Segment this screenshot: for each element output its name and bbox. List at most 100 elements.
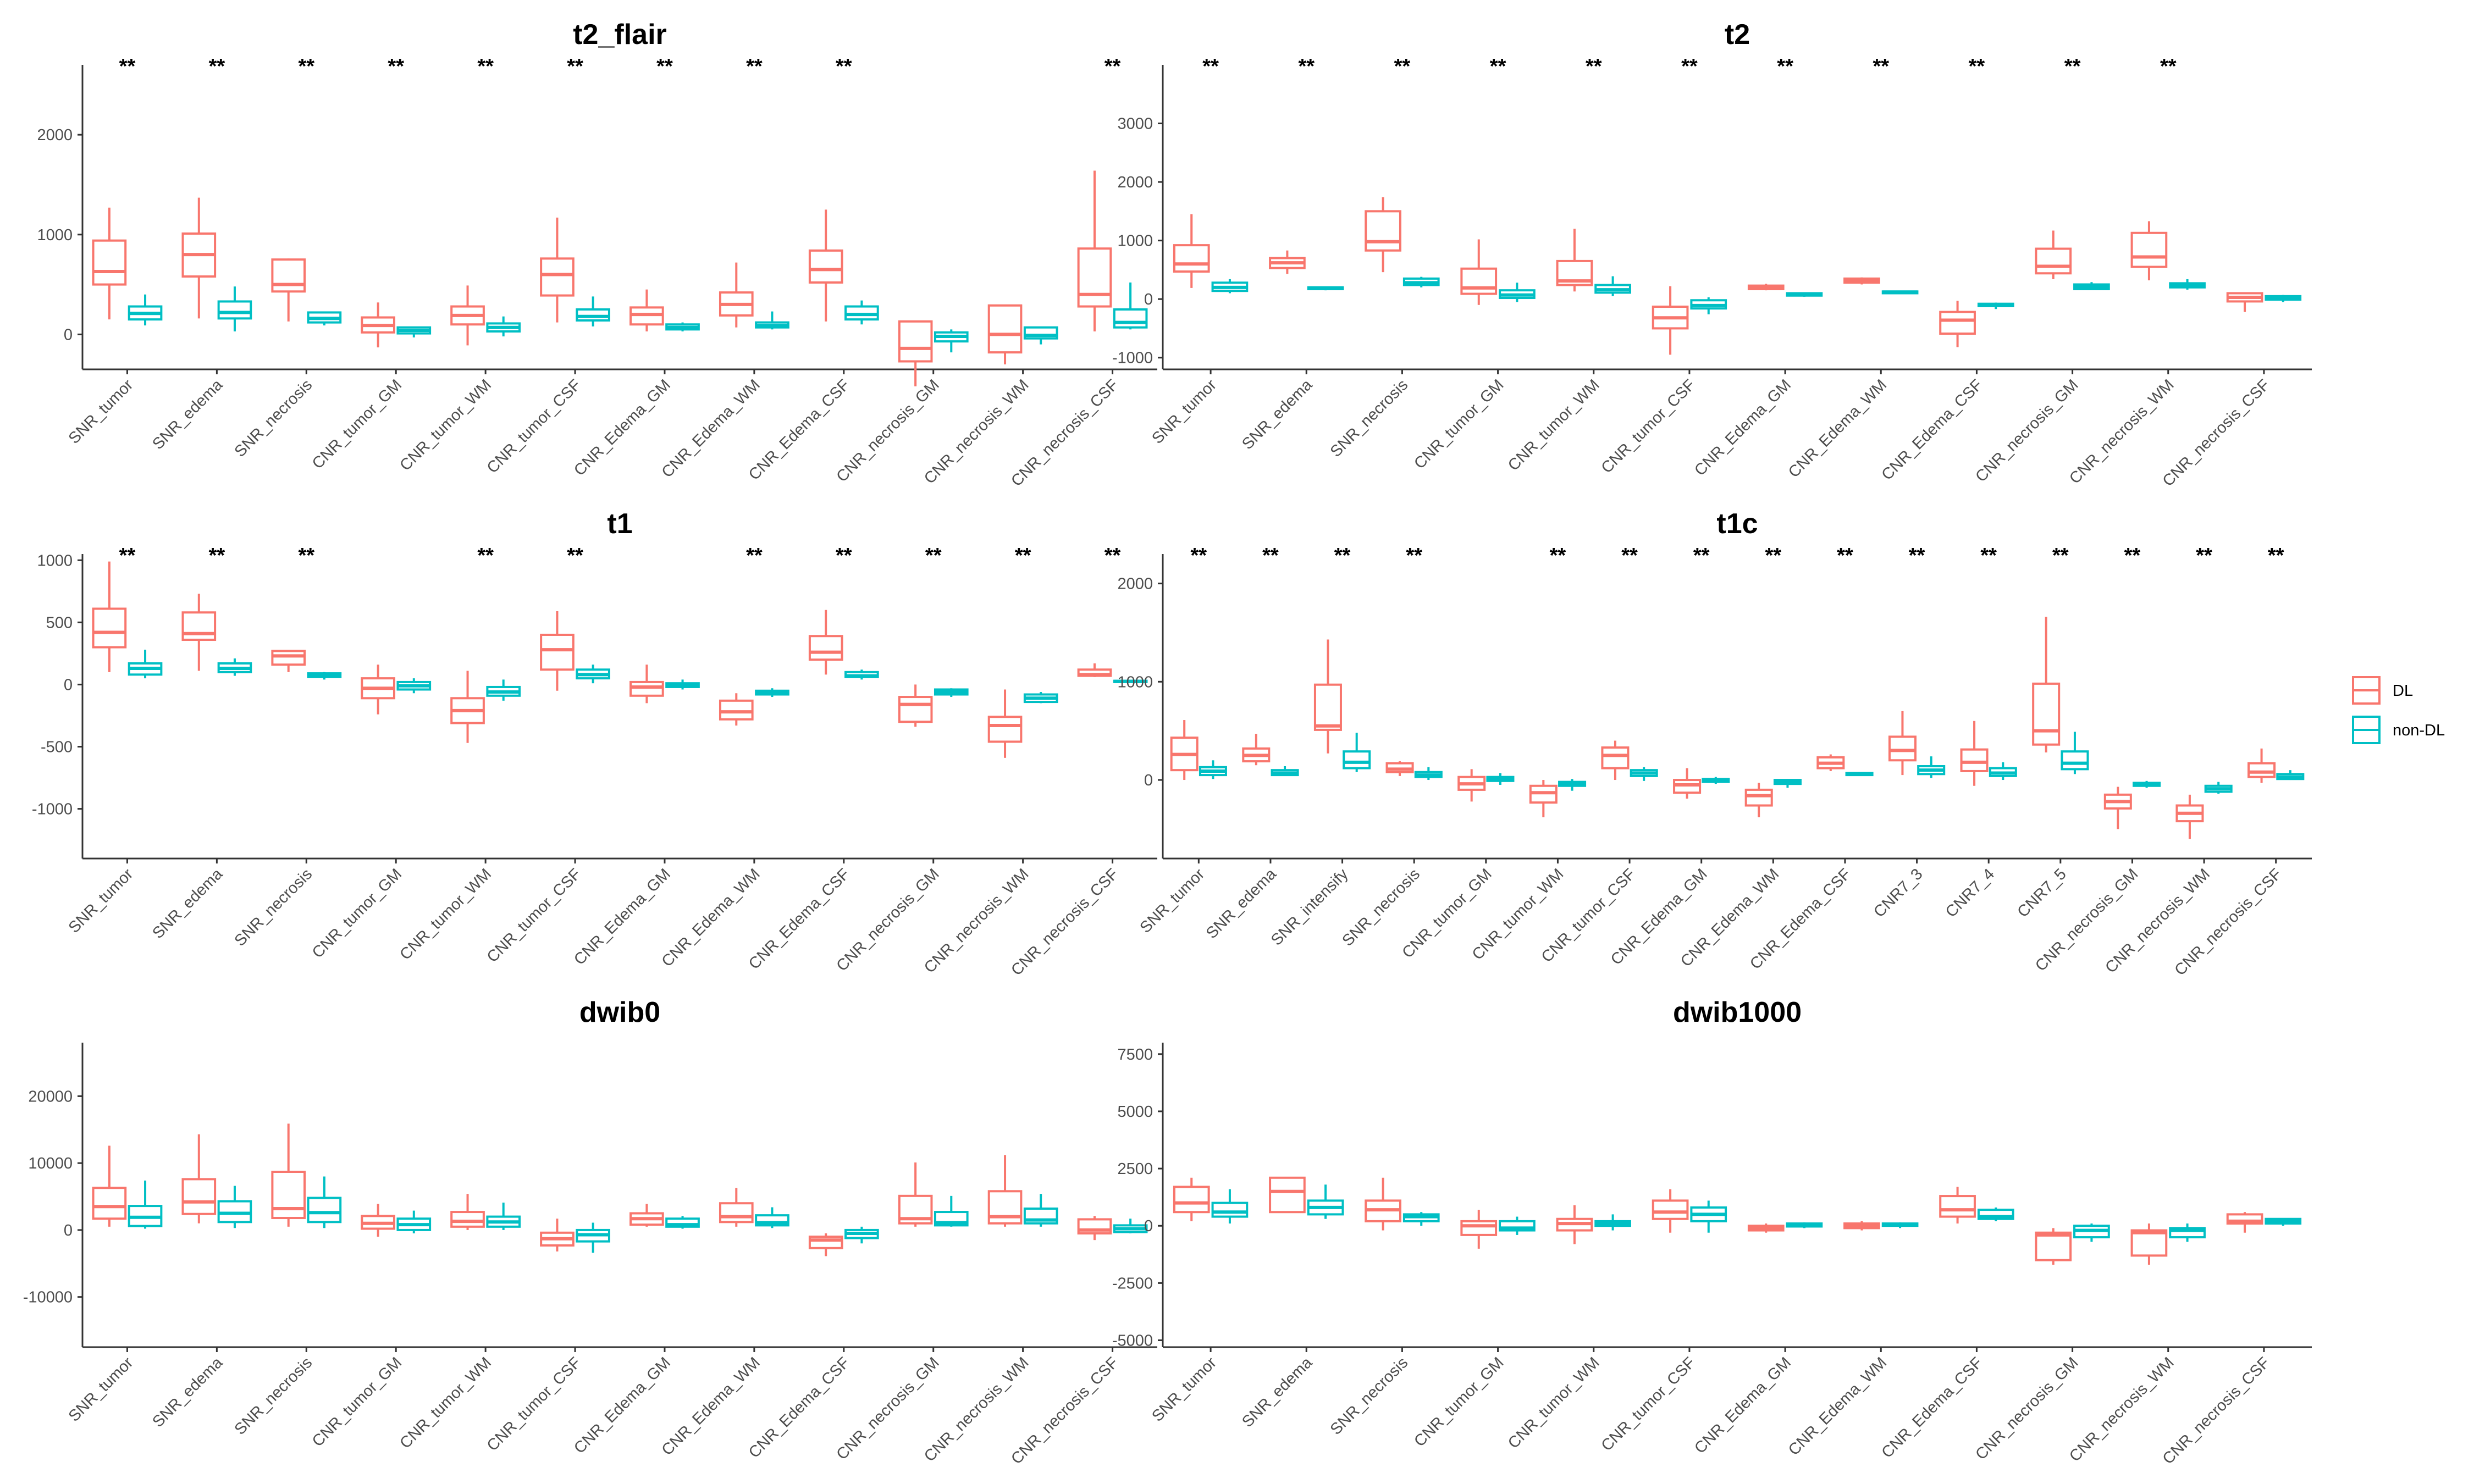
x-tick-label: CNR_tumor_WM [1505, 1354, 1603, 1452]
box-dl-cnr-necrosis-gm [2035, 230, 2072, 279]
significance-marker: ** [1909, 544, 1925, 567]
x-tick-label: CNR_Edema_GM [1691, 376, 1794, 479]
box-non-dl-cnr-tumor-wm [1594, 276, 1631, 296]
box-iqr [719, 1202, 754, 1223]
significance-marker: ** [1980, 544, 1997, 567]
significance-marker: ** [567, 544, 583, 567]
x-tick-label: SNR_tumor [65, 865, 137, 937]
box-iqr [1313, 683, 1342, 731]
significance-marker: ** [1406, 544, 1422, 567]
box-dl-cnr-tumor-gm [1460, 239, 1498, 305]
y-tick-label: 1000 [37, 552, 73, 569]
significance-marker: ** [1969, 55, 1985, 78]
box-non-dl-cnr-tumor-wm [1594, 1214, 1631, 1231]
significance-marker: ** [1202, 55, 1219, 78]
box-dl-cnr-tumor-wm [450, 1194, 485, 1230]
box-non-dl-snr-edema [217, 1186, 252, 1228]
x-tick-label: CNR_tumor_GM [309, 865, 405, 961]
x-tick-label: CNR_necrosis_WM [2066, 376, 2178, 488]
box-dl-cnr-necrosis-gm [898, 684, 933, 727]
box-iqr [1652, 1199, 1689, 1220]
box-dl-cnr-tumor-csf [540, 611, 575, 691]
x-tick-label: CNR_tumor_WM [396, 1354, 495, 1452]
box-iqr [92, 1187, 127, 1220]
box-non-dl-cnr-edema-csf [1977, 302, 2014, 309]
box-iqr [1023, 326, 1058, 340]
box-dl-snr-edema [181, 197, 217, 319]
box-dl-cnr-edema-wm [719, 262, 754, 328]
box-iqr [2032, 682, 2061, 746]
box-dl-cnr-edema-csf [1939, 301, 1976, 347]
box-iqr [1077, 1218, 1112, 1235]
y-tick-label: -5000 [1112, 1332, 1153, 1350]
box-non-dl-cnr-tumor-csf [1690, 297, 1727, 314]
x-tick-label: CNR_necrosis_CSF [2160, 1354, 2273, 1468]
x-tick-label: CNR_tumor_GM [309, 1354, 405, 1450]
x-tick-label: SNR_tumor [65, 1354, 137, 1425]
y-tick-label: -10000 [23, 1289, 73, 1306]
box-iqr [898, 320, 933, 363]
box-iqr [808, 1236, 843, 1249]
box-non-dl-snr-necrosis [1414, 767, 1443, 780]
box-dl-cnr-edema-csf [808, 1233, 843, 1256]
panel-t2: t2 -1000 0 1000 2000 3000 SNR_tumor SNR_edema SN… [1112, 19, 2312, 490]
x-tick-label: SNR_tumor [65, 376, 137, 447]
box-iqr [719, 699, 754, 721]
box-dl-cnr-tumor-gm [1460, 1210, 1498, 1249]
significance-marker: ** [1621, 544, 1638, 567]
box-iqr [1939, 1195, 1976, 1218]
box-dl-cnr-edema-gm [1747, 1223, 1785, 1233]
box-non-dl-cnr-tumor-wm [486, 316, 521, 337]
significance-marker: ** [1681, 55, 1698, 78]
box-dl-snr-necrosis [1365, 197, 1401, 273]
box-non-dl-cnr-tumor-wm [486, 679, 521, 701]
box-non-dl-cnr-edema-wm [1881, 290, 1919, 295]
box-dl-cnr-tumor-wm [1529, 780, 1558, 817]
box-dl-cnr-edema-gm [629, 665, 664, 704]
box-dl-cnr-tumor-wm [1556, 229, 1593, 292]
y-tick-label: 0 [1144, 772, 1153, 789]
x-tick-label: CNR_tumor_GM [1411, 1354, 1507, 1450]
box-dl-cnr-edema-csf [1816, 754, 1845, 771]
y-tick-label: 2000 [37, 126, 73, 144]
y-tick-label: 10000 [28, 1155, 73, 1172]
x-tick-label: CNR_Edema_WM [1785, 376, 1890, 481]
y-tick-label: -500 [41, 738, 73, 756]
significance-marker: ** [1191, 544, 1207, 567]
x-tick-label: CNR_Edema_GM [571, 376, 674, 479]
x-tick-label: CNR7_4 [1942, 865, 1998, 921]
box-dl-cnr-edema-csf [808, 209, 843, 322]
box-non-dl-snr-tumor [128, 650, 163, 679]
box-non-dl-cnr7-5 [2061, 732, 2089, 774]
box-dl-snr-tumor [1173, 214, 1210, 288]
box-non-dl-cnr-necrosis-wm [1023, 326, 1058, 345]
box-dl-cnr-edema-wm [1843, 1221, 1880, 1231]
box-non-dl-cnr-necrosis-gm [2073, 282, 2110, 291]
box-non-dl-cnr-edema-gm [665, 679, 700, 690]
box-non-dl-cnr-edema-csf [1845, 772, 1874, 777]
x-tick-label: SNR_necrosis [1327, 376, 1412, 461]
box-dl-cnr-edema-csf [1939, 1187, 1976, 1224]
significance-marker: ** [1777, 55, 1793, 78]
y-tick-label: 2000 [1117, 575, 1153, 593]
box-non-dl-snr-necrosis [307, 672, 342, 680]
box-dl-cnr-edema-wm [719, 1188, 754, 1227]
significance-marker: ** [1298, 55, 1315, 78]
box-non-dl-cnr-necrosis-gm [934, 1195, 969, 1227]
panel-t2-flair: t2_flair 0 1000 2000 SNR_tumor SNR_edema SNR_n… [37, 19, 1157, 490]
box-non-dl-snr-necrosis [1402, 276, 1440, 287]
x-tick-label: CNR7_5 [2014, 865, 2069, 921]
box-dl-cnr-edema-gm [629, 289, 664, 331]
x-tick-label: CNR_Edema_WM [659, 865, 764, 970]
box-dl-cnr-tumor-wm [450, 285, 485, 346]
box-iqr [181, 1178, 217, 1215]
box-dl-snr-tumor [92, 1145, 127, 1227]
legend-label-non-dl: non-DL [2393, 722, 2445, 739]
x-tick-label: CNR_Edema_WM [1785, 1354, 1890, 1459]
box-iqr [934, 1211, 969, 1227]
x-tick-label: CNR_tumor_WM [396, 865, 495, 964]
box-iqr [181, 611, 217, 641]
box-non-dl-cnr-tumor-gm [1499, 283, 1536, 302]
box-non-dl-snr-intensify [1343, 733, 1371, 772]
box-dl-snr-necrosis [271, 1123, 306, 1227]
